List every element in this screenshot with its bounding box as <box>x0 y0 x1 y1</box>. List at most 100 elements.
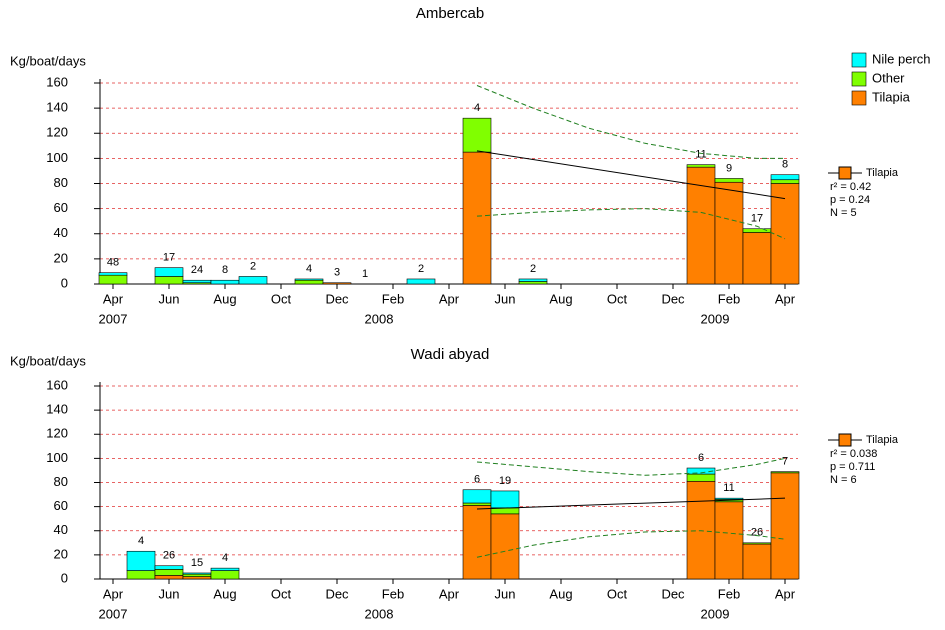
count-label: 4 <box>474 102 480 114</box>
year-label: 2008 <box>365 311 394 326</box>
y-tick-label: 20 <box>54 250 68 265</box>
x-tick-label: Feb <box>382 291 404 306</box>
count-label: 2 <box>418 263 424 275</box>
bar-segment <box>210 570 240 580</box>
bar-segment <box>518 278 548 282</box>
trend-line <box>476 497 786 510</box>
bar-segment <box>714 178 744 183</box>
stat: N = 5 <box>830 207 857 219</box>
x-tick-label: Feb <box>718 291 740 306</box>
chart-title: Wadi abyad <box>411 346 490 363</box>
stat: p = 0.24 <box>830 194 870 206</box>
stat: r² = 0.42 <box>830 181 871 193</box>
y-tick-label: 160 <box>46 377 68 392</box>
bar-segment <box>742 232 772 285</box>
year-label: 2008 <box>365 606 394 621</box>
y-tick-label: 60 <box>54 200 68 215</box>
confidence-lower <box>476 208 786 240</box>
x-tick-label: Feb <box>382 586 404 601</box>
bar-segment <box>126 570 156 580</box>
bar-segment <box>406 278 436 285</box>
y-tick-label: 140 <box>46 100 68 115</box>
bar-segment <box>462 502 492 506</box>
x-tick-label: Dec <box>325 291 349 306</box>
x-tick-label: Dec <box>661 291 685 306</box>
legend-label: Other <box>872 70 905 85</box>
bar-segment <box>686 480 716 580</box>
stat: r² = 0.038 <box>830 448 877 460</box>
bar-segment <box>154 575 184 580</box>
year-label: 2007 <box>99 606 128 621</box>
count-label: 6 <box>474 474 480 486</box>
x-tick-label: Aug <box>549 291 572 306</box>
x-tick-label: Apr <box>775 586 796 601</box>
trend-legend-box <box>838 433 852 447</box>
y-axis-label: Kg/boat/days <box>10 53 86 68</box>
bar-segment <box>126 550 156 571</box>
count-label: 6 <box>698 452 704 464</box>
y-tick-label: 40 <box>54 225 68 240</box>
count-label: 7 <box>782 456 788 468</box>
count-label: 2 <box>250 260 256 272</box>
y-tick-label: 120 <box>46 426 68 441</box>
count-label: 1 <box>362 268 368 280</box>
bar-segment <box>490 513 520 580</box>
bar-segment <box>742 543 772 580</box>
bar-segment <box>686 473 716 482</box>
x-tick-label: Aug <box>213 291 236 306</box>
x-tick-label: Aug <box>549 586 572 601</box>
legend-label: Tilapia <box>872 89 911 104</box>
bar-segment <box>770 179 800 184</box>
x-tick-label: Dec <box>325 586 349 601</box>
x-tick-label: Jun <box>495 586 516 601</box>
x-tick-label: Apr <box>439 586 460 601</box>
bar-segment <box>770 174 800 181</box>
bar-segment <box>770 183 800 285</box>
year-label: 2007 <box>99 311 128 326</box>
y-tick-label: 160 <box>46 74 68 89</box>
count-label: 17 <box>163 252 175 264</box>
bar-segment <box>210 567 240 571</box>
bar-segment <box>742 542 772 545</box>
bar-segment <box>686 166 716 285</box>
x-tick-label: Aug <box>213 586 236 601</box>
y-tick-label: 80 <box>54 474 68 489</box>
count-label: 15 <box>191 557 203 569</box>
bar-segment <box>686 467 716 475</box>
x-tick-label: Jun <box>495 291 516 306</box>
bar-segment <box>182 279 212 284</box>
stat: p = 0.711 <box>830 461 875 473</box>
x-tick-label: Oct <box>607 586 628 601</box>
y-tick-label: 0 <box>61 570 68 585</box>
y-tick-label: 0 <box>61 275 68 290</box>
bar-segment <box>714 181 744 285</box>
bar-segment <box>154 276 184 285</box>
confidence-upper <box>476 85 785 159</box>
bar-segment <box>210 279 240 285</box>
count-label: 8 <box>782 159 788 171</box>
x-tick-label: Apr <box>103 586 124 601</box>
count-label: 24 <box>191 264 203 276</box>
stat: N = 6 <box>830 474 857 486</box>
count-label: 26 <box>163 550 175 562</box>
trend-legend-label: Tilapia <box>866 434 899 446</box>
trend-legend-label: Tilapia <box>866 167 899 179</box>
y-tick-label: 40 <box>54 522 68 537</box>
count-label: 4 <box>222 552 228 564</box>
bar-segment <box>322 282 352 285</box>
count-label: 3 <box>334 267 340 279</box>
bar-segment <box>154 569 184 576</box>
bar-segment <box>462 151 492 285</box>
confidence-lower <box>476 530 786 558</box>
count-label: 2 <box>530 263 536 275</box>
y-tick-label: 140 <box>46 402 68 417</box>
bar-segment <box>294 279 324 285</box>
bar-segment <box>462 489 492 504</box>
bar-segment <box>686 164 716 168</box>
count-label: 48 <box>107 257 119 269</box>
count-label: 9 <box>726 162 732 174</box>
x-tick-label: Feb <box>718 586 740 601</box>
bar-segment <box>462 505 492 580</box>
bar-segment <box>294 278 324 281</box>
